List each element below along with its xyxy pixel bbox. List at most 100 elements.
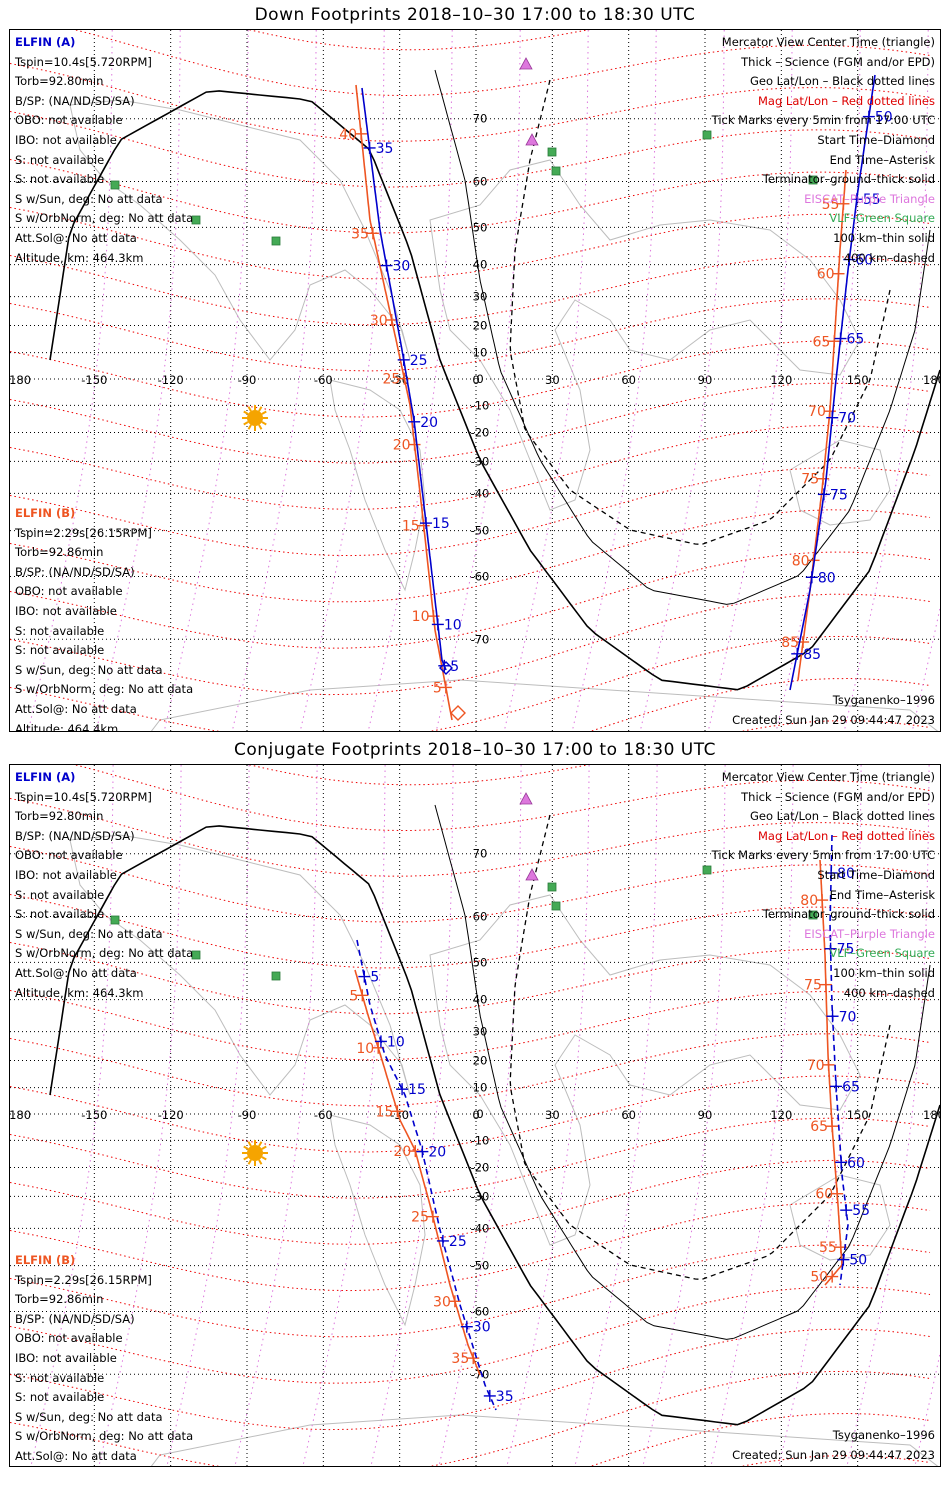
latitude-label: 50 (473, 220, 488, 234)
elfin-b-info-line: S: not available (15, 1370, 105, 1385)
legend-entry: Terminator–ground–thick solid (762, 907, 935, 922)
track_b_east-tick-label: 70 (808, 404, 826, 420)
track_a_west-tick-label: 5 (370, 970, 379, 986)
latitude-label: 70 (473, 112, 488, 126)
elfin-b-info-line: Tspin=2.29s[26.15RPM] (15, 525, 152, 540)
legend-entry: Terminator–ground–thick solid (762, 172, 935, 187)
continent-outline (789, 1174, 891, 1261)
created-label: Created: Sun Jan 29 09:44:47 2023 (732, 713, 935, 727)
continent-outline (789, 439, 891, 526)
terminator-100km-curve (434, 804, 931, 1340)
elfin-b-name: ELFIN (B) (15, 506, 76, 520)
mag-latitude-line (10, 1286, 931, 1384)
continent-outline (69, 834, 411, 1096)
vlf-station-marker (551, 901, 561, 911)
mag-longitude-line (436, 30, 521, 731)
longitude-label: 120 (770, 373, 792, 387)
mag-latitude-line (73, 765, 931, 832)
vlf-station-marker (110, 915, 120, 925)
elfin-b-info-line: IBO: not available (15, 1350, 117, 1365)
track_a_west-tick-label: 15 (408, 1082, 426, 1098)
elfin-b-info-line: Altitude: 464.4km (15, 721, 119, 732)
vlf-station-marker (808, 910, 818, 920)
mag-longitude-line (438, 765, 522, 1466)
mag-latitude-line (10, 207, 931, 280)
vlf-station-marker (702, 130, 712, 140)
mag-longitude-line (778, 765, 862, 1466)
elfin-a-info-line: Att.Sol@: No att data (15, 965, 137, 980)
mag-longitude-line (96, 30, 181, 731)
elfin-a-name: ELFIN (A) (15, 35, 76, 49)
vlf-station-marker (551, 166, 561, 176)
legend-entry: 400 km–dashed (843, 985, 935, 1000)
elfin-a-info-line: Altitude, km: 464.3km (15, 985, 144, 1000)
latitude-label: -50 (471, 1259, 490, 1273)
track_b_west-track-line (354, 969, 481, 1376)
mag-latitude-line (10, 990, 931, 1061)
longitude-label: 120 (770, 1108, 792, 1122)
longitude-label: -60 (314, 373, 333, 387)
track_b_west-tick-label: 35 (451, 1351, 469, 1367)
mag-latitude-line (10, 340, 931, 418)
track_b_east-tick-label: 60 (817, 267, 835, 283)
longitude-label: 150 (847, 373, 869, 387)
elfin-b-info-line: B/SP: (NA/ND/SD/SA) (15, 564, 135, 579)
mag-latitude-line (10, 846, 931, 923)
legend-entry: 400 km–dashed (843, 250, 935, 265)
eiscat-station-triangle (525, 133, 539, 146)
vlf-station-marker (547, 147, 557, 157)
longitude-label: -150 (81, 373, 107, 387)
elfin-a-info-line: Torb=92.80min (15, 74, 104, 89)
track_a_east-tick-label: 55 (852, 1203, 870, 1219)
latitude-label: 10 (473, 1081, 488, 1095)
latitude-label: 50 (473, 955, 488, 969)
track_b_east-tick-label: 55 (819, 1240, 837, 1256)
track_b_east-tick-label: 80 (800, 893, 818, 909)
mag-latitude-line (10, 1117, 931, 1199)
track_a_west-tick-label: 20 (420, 415, 438, 431)
latitude-label: 40 (473, 258, 488, 272)
elfin-b-info-line: S w/OrbNorm, deg: No att data (15, 682, 194, 697)
mag-longitude-line (642, 765, 726, 1466)
elfin-a-info: ELFIN (A) Tspin=10.4s[5.720RPM] Torb=92.8… (15, 33, 193, 265)
terminator-ground-curve (49, 825, 940, 1426)
track_b_west-tick-label: 20 (393, 1144, 411, 1160)
elfin-b-info-line: S: not available (15, 1390, 105, 1405)
latitude-label: -60 (471, 570, 490, 584)
mag-latitude-line (10, 942, 931, 1015)
track_a_west-track-line (356, 939, 497, 1411)
elfin-b-info: ELFIN (B) Tspin=2.29s[26.15RPM] Torb=92.8… (15, 1251, 193, 1463)
legend-entry: Thick – Science (FGM and/or EPD) (741, 789, 935, 804)
track_a_east-tick-label: 80 (818, 570, 836, 586)
mag-longitude-line (300, 30, 385, 731)
legend-entry: EISCAT–Purple Triangle (804, 926, 935, 941)
latitude-label: -40 (471, 1221, 490, 1235)
legend-entry: End Time–Asterisk (829, 152, 935, 167)
track_a_east-tick-label: 75 (830, 487, 848, 503)
continent-outline (429, 894, 861, 1246)
latitude-label: -20 (471, 1160, 490, 1174)
mag-latitude-line (10, 894, 931, 969)
continent-outline (429, 159, 861, 511)
legend-entry: Tick Marks every 5min from 17:00 UTC (711, 848, 935, 863)
track_b_west-tick-label: 40 (339, 127, 357, 143)
track_a_east-tick-label: 65 (842, 1079, 860, 1095)
mag-latitude-line (73, 30, 931, 97)
continent-outline (329, 1114, 426, 1327)
mag-latitude-line (10, 1033, 931, 1107)
latitude-label: -20 (471, 425, 490, 439)
elfin-a-info-line: Att.Sol@: No att data (15, 230, 137, 245)
track_b_east-tick-label: 80 (792, 553, 810, 569)
track_b_west-tick-label: 25 (383, 372, 401, 388)
elfin-b-info-line: S w/Sun, deg: No att data (15, 1409, 163, 1424)
track_b_west-tick-label: 30 (433, 1294, 451, 1310)
elfin-b-info-line: B/SP: (NA/ND/SD/SA) (15, 1311, 135, 1326)
down-footprints-map: -180-150-120-90-60-300306090120150180706… (9, 29, 941, 732)
continent-outline (69, 99, 411, 361)
vlf-station-marker (547, 882, 557, 892)
elfin-a-info-line: OBO: not available (15, 113, 123, 128)
longitude-label: 150 (847, 1108, 869, 1122)
track_b_west-tick-label: 15 (402, 519, 420, 535)
model-label: Tsyganenko–1996 (832, 693, 935, 707)
legend-entry: VLF–Green Square (829, 946, 935, 961)
